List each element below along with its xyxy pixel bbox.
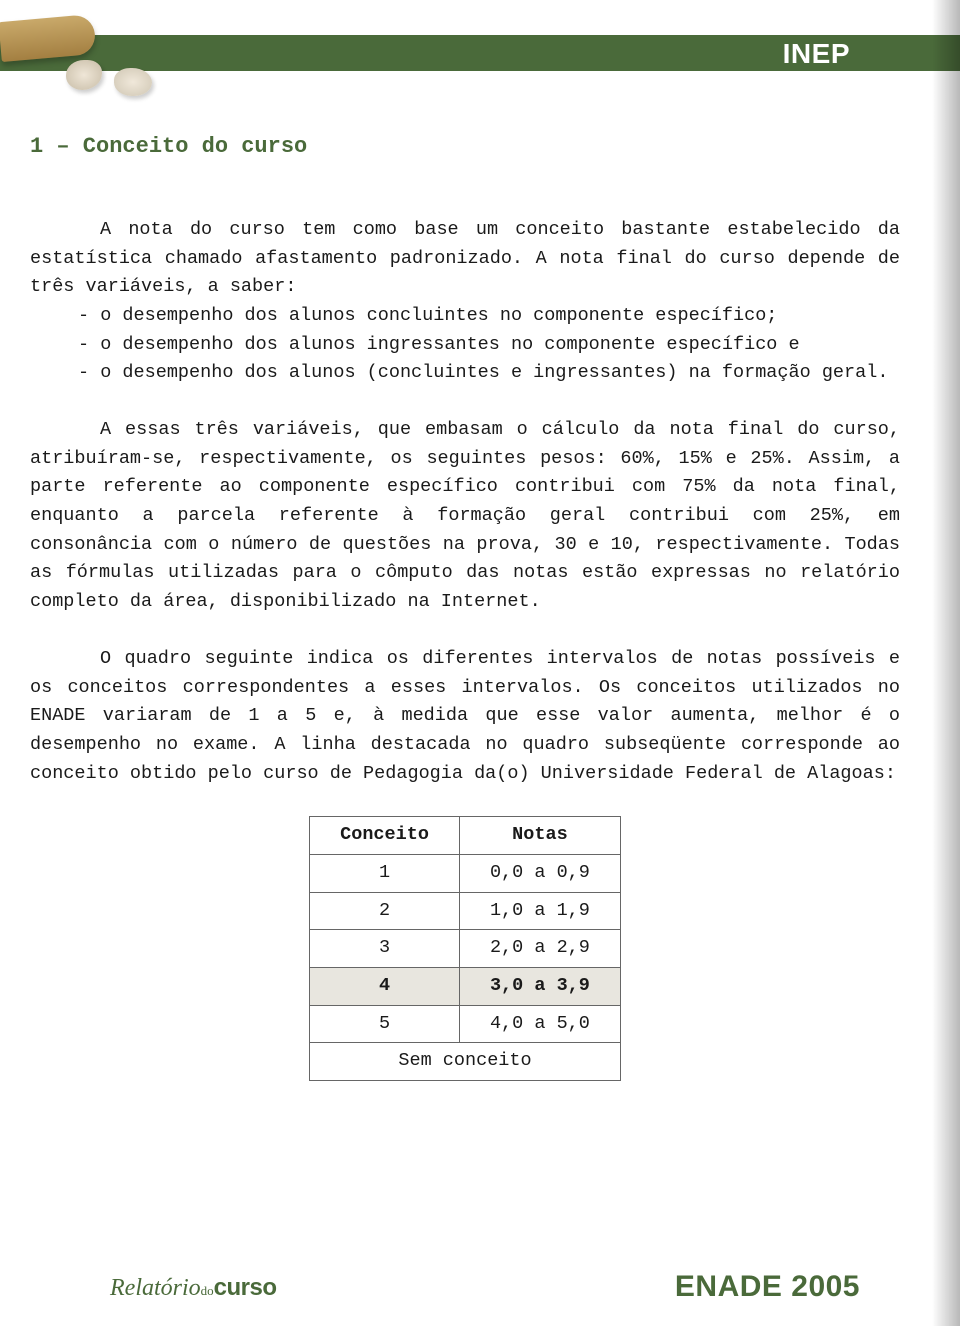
header-brand: INEP bbox=[783, 38, 850, 70]
cell-notas: 4,0 a 5,0 bbox=[459, 1005, 620, 1043]
col-notas: Notas bbox=[459, 817, 620, 855]
decor-pebble-1-icon bbox=[66, 60, 102, 90]
cell-notas: 3,0 a 3,9 bbox=[459, 967, 620, 1005]
cell-notas: 1,0 a 1,9 bbox=[459, 892, 620, 930]
cell-conceito: 4 bbox=[310, 967, 460, 1005]
cell-conceito: 2 bbox=[310, 892, 460, 930]
paragraph-2: A essas três variáveis, que embasam o cá… bbox=[30, 416, 900, 617]
concept-table-wrap: Conceito Notas 1 0,0 a 0,9 2 1,0 a 1,9 3… bbox=[30, 816, 900, 1081]
p3-text: O quadro seguinte indica os diferentes i… bbox=[30, 648, 900, 784]
col-conceito: Conceito bbox=[310, 817, 460, 855]
p1-lead: A nota do curso tem como base um conceit… bbox=[30, 219, 900, 297]
bullet-2: - o desempenho dos alunos ingressantes n… bbox=[30, 334, 800, 355]
table-row: 1 0,0 a 0,9 bbox=[310, 854, 621, 892]
p2-text: A essas três variáveis, que embasam o cá… bbox=[30, 419, 900, 612]
right-page-shadow bbox=[932, 0, 960, 1326]
cell-notas: 0,0 a 0,9 bbox=[459, 854, 620, 892]
cell-conceito: 3 bbox=[310, 930, 460, 968]
cell-notas: 2,0 a 2,9 bbox=[459, 930, 620, 968]
footer-left-brand: Relatóriodocurso bbox=[110, 1274, 277, 1302]
bullet-1: - o desempenho dos alunos concluintes no… bbox=[30, 305, 777, 326]
cell-conceito: 5 bbox=[310, 1005, 460, 1043]
cell-sem-conceito: Sem conceito bbox=[310, 1043, 621, 1081]
page-content: 1 – Conceito do curso A nota do curso te… bbox=[30, 130, 900, 1081]
page-footer: Relatóriodocurso ENADE 2005 bbox=[0, 1246, 960, 1306]
footer-left-bold: curso bbox=[214, 1274, 277, 1301]
table-header-row: Conceito Notas bbox=[310, 817, 621, 855]
paragraph-1: A nota do curso tem como base um conceit… bbox=[30, 216, 900, 388]
section-title: 1 – Conceito do curso bbox=[30, 130, 900, 164]
table-row-highlight: 4 3,0 a 3,9 bbox=[310, 967, 621, 1005]
header-strip: INEP bbox=[0, 0, 960, 88]
table-row: 2 1,0 a 1,9 bbox=[310, 892, 621, 930]
footer-left-sub: do bbox=[201, 1283, 214, 1298]
table-row: 5 4,0 a 5,0 bbox=[310, 1005, 621, 1043]
cell-conceito: 1 bbox=[310, 854, 460, 892]
paragraph-3: O quadro seguinte indica os diferentes i… bbox=[30, 645, 900, 788]
footer-left-thin: Relatório bbox=[110, 1275, 201, 1301]
bullet-3: - o desempenho dos alunos (concluintes e… bbox=[30, 362, 888, 383]
table-row-sem-conceito: Sem conceito bbox=[310, 1043, 621, 1081]
decor-pebble-2-icon bbox=[114, 68, 152, 96]
footer-right-brand: ENADE 2005 bbox=[675, 1270, 860, 1304]
table-row: 3 2,0 a 2,9 bbox=[310, 930, 621, 968]
concept-table: Conceito Notas 1 0,0 a 0,9 2 1,0 a 1,9 3… bbox=[309, 816, 621, 1081]
